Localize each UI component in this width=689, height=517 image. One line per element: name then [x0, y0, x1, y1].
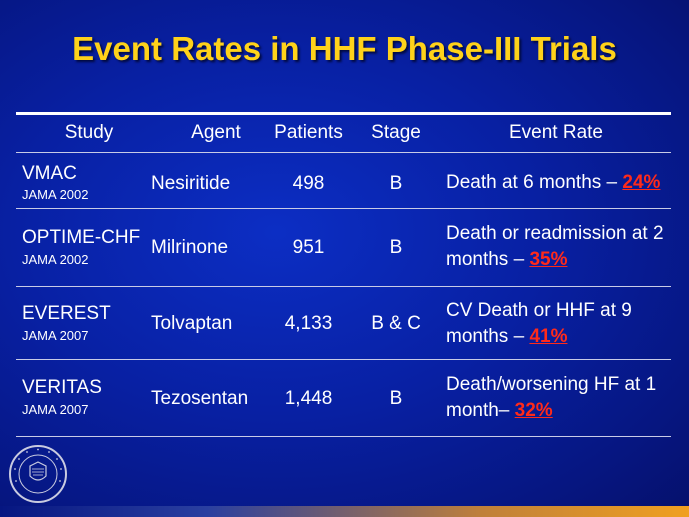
table-bottom-rule	[16, 436, 671, 437]
event-rate-cell: Death at 6 months – 24%	[446, 170, 668, 196]
study-source: JAMA 2007	[22, 402, 89, 417]
row-divider	[16, 208, 671, 209]
event-rate-percent: 41%	[529, 326, 568, 347]
table-row: OPTIME-CHF JAMA 2002 Milrinone 951 B Dea…	[16, 209, 671, 286]
stage-cell: B	[389, 173, 403, 194]
study-name: VERITAS	[22, 377, 102, 398]
stage-cell: B	[389, 388, 403, 409]
patients-cell: 951	[292, 237, 325, 258]
northwestern-seal-logo	[9, 445, 67, 503]
table-top-rule	[16, 112, 671, 115]
stage-cell: B & C	[371, 313, 421, 334]
event-rate-percent: 35%	[529, 249, 568, 270]
row-divider	[16, 286, 671, 287]
event-rate-cell: CV Death or HHF at 9 months – 41%	[446, 298, 668, 350]
header-patients: Patients	[274, 122, 343, 143]
study-name: VMAC	[22, 163, 77, 184]
study-source: JAMA 2002	[22, 252, 89, 267]
patients-cell: 1,448	[284, 388, 333, 409]
agent-cell: Nesiritide	[151, 173, 231, 194]
table-row: VMAC JAMA 2002 Nesiritide 498 B Death at…	[16, 153, 671, 208]
agent-cell: Tezosentan	[151, 388, 249, 409]
event-rate-cell: Death or readmission at 2 months – 35%	[446, 221, 668, 273]
event-rate-text: Death at 6 months –	[446, 172, 623, 193]
event-rate-text: CV Death or HHF at 9 months –	[446, 300, 632, 347]
header-divider	[16, 152, 671, 153]
study-name: OPTIME-CHF	[22, 227, 141, 248]
event-rate-text: Death/worsening HF at 1 month–	[446, 374, 657, 421]
table-row: VERITAS JAMA 2007 Tezosentan 1,448 B Dea…	[16, 360, 671, 436]
footer-accent-bar	[0, 506, 689, 517]
table-row: EVEREST JAMA 2007 Tolvaptan 4,133 B & C …	[16, 287, 671, 359]
study-name: EVEREST	[22, 303, 111, 324]
agent-cell: Tolvaptan	[151, 313, 233, 334]
stage-cell: B	[389, 237, 403, 258]
header-agent: Agent	[191, 122, 241, 143]
event-rate-cell: Death/worsening HF at 1 month– 32%	[446, 372, 668, 424]
event-rate-text: Death or readmission at 2 months –	[446, 223, 664, 270]
agent-cell: Milrinone	[151, 237, 229, 258]
patients-cell: 4,133	[284, 313, 333, 334]
header-stage: Stage	[371, 122, 421, 143]
header-study: Study	[64, 122, 114, 143]
header-event-rate: Event Rate	[509, 122, 603, 143]
slide-title: Event Rates in HHF Phase-III Trials	[72, 30, 617, 67]
event-rate-percent: 24%	[622, 172, 661, 193]
event-rate-percent: 32%	[514, 400, 553, 421]
patients-cell: 498	[292, 173, 325, 194]
study-source: JAMA 2002	[22, 187, 89, 202]
study-source: JAMA 2007	[22, 328, 89, 343]
row-divider	[16, 359, 671, 360]
